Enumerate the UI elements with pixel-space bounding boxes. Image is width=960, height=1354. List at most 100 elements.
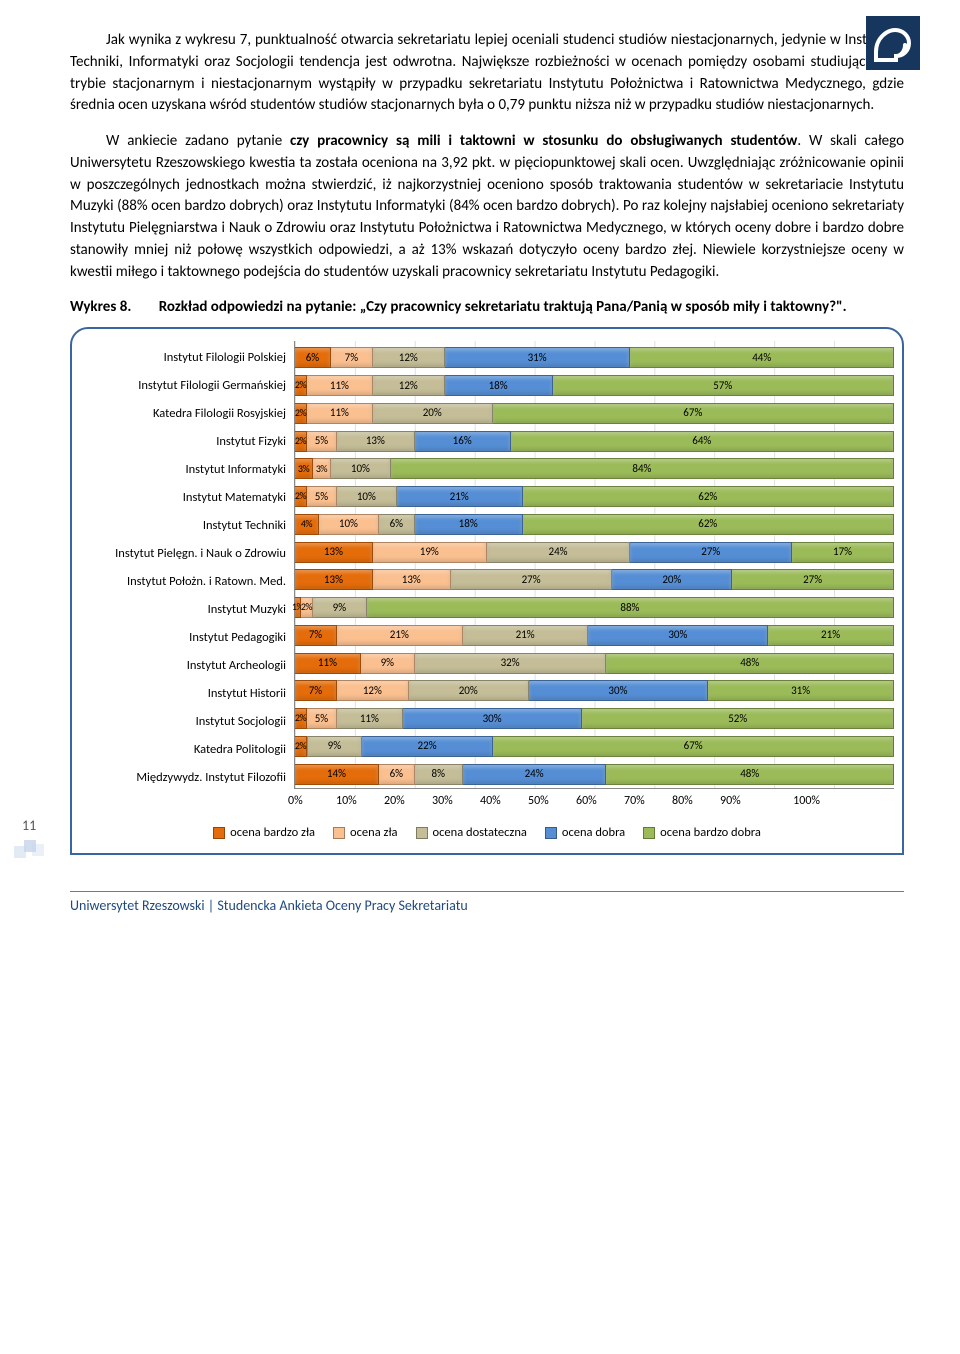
bar-segment: 11% <box>307 403 373 424</box>
stacked-bar: 11%9%32%48% <box>295 653 894 674</box>
bar-segment-value: 24% <box>549 544 568 560</box>
bar-segment-value: 10% <box>357 489 376 505</box>
bar-segment-value: 8% <box>432 766 445 782</box>
bar-segment: 13% <box>295 569 373 590</box>
bar-segment: 30% <box>588 625 768 646</box>
y-axis-category-label: Instytut Archeologii <box>80 652 294 680</box>
bar-segment: 62% <box>523 486 894 507</box>
bar-segment: 11% <box>307 375 373 396</box>
body-paragraph-1: Jak wynika z wykresu 7, punktualność otw… <box>70 30 904 117</box>
bar-segment: 2% <box>295 736 307 757</box>
bar-segment: 7% <box>295 625 337 646</box>
bar-segment: 10% <box>331 458 391 479</box>
bar-segment: 21% <box>768 625 894 646</box>
chart-caption-lead: Wykres 8. <box>70 298 131 316</box>
bar-segment-value: 2% <box>295 489 306 504</box>
bar-segment-value: 20% <box>459 683 478 699</box>
bar-segment-value: 27% <box>701 544 720 560</box>
stacked-bar: 3%3%10%84% <box>295 458 894 479</box>
bar-segment-value: 30% <box>483 711 502 727</box>
chart-caption-rest: Rozkład odpowiedzi na pytanie: „Czy prac… <box>159 298 847 316</box>
bar-segment-value: 6% <box>390 516 403 532</box>
bar-segment-value: 21% <box>516 627 535 643</box>
bar-segment: 21% <box>463 625 589 646</box>
legend-item: ocena dostateczna <box>416 824 527 842</box>
stacked-bar: 2%9%22%67% <box>295 736 894 757</box>
bar-segment: 62% <box>523 514 894 535</box>
bar-segment-value: 10% <box>351 461 370 477</box>
chart-area: Instytut Filologii PolskiejInstytut Filo… <box>80 341 894 810</box>
bar-row: 2%9%22%67% <box>295 733 894 761</box>
bar-segment: 21% <box>397 486 523 507</box>
y-axis-category-label: Instytut Pielęgn. i Nauk o Zdrowiu <box>80 540 294 568</box>
page-number: 11 <box>22 816 36 836</box>
bar-segment-value: 2% <box>295 406 306 421</box>
bar-segment-value: 5% <box>315 433 328 449</box>
bar-segment: 20% <box>612 569 732 590</box>
bar-segment-value: 27% <box>803 572 822 588</box>
stacked-bar: 2%11%20%67% <box>295 403 894 424</box>
bar-segment-value: 4% <box>301 517 312 532</box>
bar-segment: 5% <box>307 431 337 452</box>
bar-segment: 2% <box>295 403 307 424</box>
bar-row: 2%5%13%16%64% <box>295 427 894 455</box>
chart-legend: ocena bardzo zła ocena zła ocena dostatecz… <box>80 824 894 842</box>
bar-segment-value: 6% <box>306 350 319 366</box>
bar-segment: 3% <box>313 458 331 479</box>
stacked-bar: 13% 13% 27% 20% 27% <box>295 569 894 590</box>
stacked-bar: 2%5%13%16%64% <box>295 431 894 452</box>
footer-text: Uniwersytet Rzeszowski | Studencka Ankie… <box>70 891 904 916</box>
y-axis-category-label: Międzywydz. Instytut Filozofii <box>80 764 294 792</box>
bar-segment: 7% <box>295 680 337 701</box>
bar-segment-value: 27% <box>522 572 541 588</box>
legend-label: ocena dobra <box>562 824 625 842</box>
bar-segment-value: 88% <box>620 600 639 616</box>
p2-pre: W ankiecie zadano pytanie <box>106 132 290 150</box>
bar-segment-value: 20% <box>423 405 442 421</box>
bar-segment: 11% <box>337 708 403 729</box>
bar-segment: 57% <box>553 375 894 396</box>
plot-area: 6%7%12%31%44%2%11%12%18%57%2%11%20%67%2%… <box>294 341 894 789</box>
bar-segment-value: 11% <box>318 655 337 671</box>
bar-segment-value: 2% <box>295 711 306 726</box>
bar-segment: 12% <box>337 680 409 701</box>
bar-segment-value: 48% <box>740 655 759 671</box>
bar-segment: 5% <box>307 486 337 507</box>
bar-segment-value: 30% <box>668 627 687 643</box>
y-axis-category-label: Instytut Informatyki <box>80 456 294 484</box>
bar-segment-value: 13% <box>402 572 421 588</box>
bar-segment: 44% <box>630 347 894 368</box>
bar-segment-value: 30% <box>608 683 627 699</box>
y-axis-category-label: Katedra Filologii Rosyjskiej <box>80 400 294 428</box>
p2-bold: czy pracownicy są mili i taktowni w stos… <box>290 132 797 150</box>
bar-segment: 13% <box>373 569 451 590</box>
bar-segment-value: 62% <box>698 489 717 505</box>
bar-segment: 64% <box>511 431 894 452</box>
bar-segment: 2% <box>301 597 313 618</box>
y-axis-labels: Instytut Filologii PolskiejInstytut Filo… <box>80 341 294 810</box>
bar-segment: 30% <box>529 680 709 701</box>
bar-segment: 16% <box>415 431 511 452</box>
bar-segment: 52% <box>582 708 893 729</box>
bar-row: 13% 13% 27% 20% 27% <box>295 566 894 594</box>
bar-segment: 5% <box>307 708 337 729</box>
bar-segment: 24% <box>463 764 607 785</box>
bar-segment-value: 67% <box>684 738 703 754</box>
bar-segment: 22% <box>362 736 494 757</box>
bar-segment: 48% <box>606 764 894 785</box>
bar-row: 1%2%9%88% <box>295 594 894 622</box>
legend-item: ocena bardzo zła <box>213 824 315 842</box>
bar-segment-value: 18% <box>459 516 478 532</box>
stacked-bar: 2%5% 11% 30% 52% <box>295 708 894 729</box>
bar-segment-value: 2% <box>295 739 306 754</box>
bar-segment-value: 21% <box>450 489 469 505</box>
bar-segment-value: 11% <box>360 711 379 727</box>
bar-segment: 48% <box>606 653 894 674</box>
bar-segment-value: 12% <box>363 683 382 699</box>
body-paragraph-2: W ankiecie zadano pytanie czy pracownicy… <box>70 131 904 283</box>
y-axis-category-label: Instytut Położn. i Ratown. Med. <box>80 568 294 596</box>
legend-item: ocena zła <box>333 824 398 842</box>
bar-segment: 11% <box>295 653 361 674</box>
bar-segment: 9% <box>313 597 367 618</box>
legend-label: ocena bardzo dobra <box>660 824 761 842</box>
